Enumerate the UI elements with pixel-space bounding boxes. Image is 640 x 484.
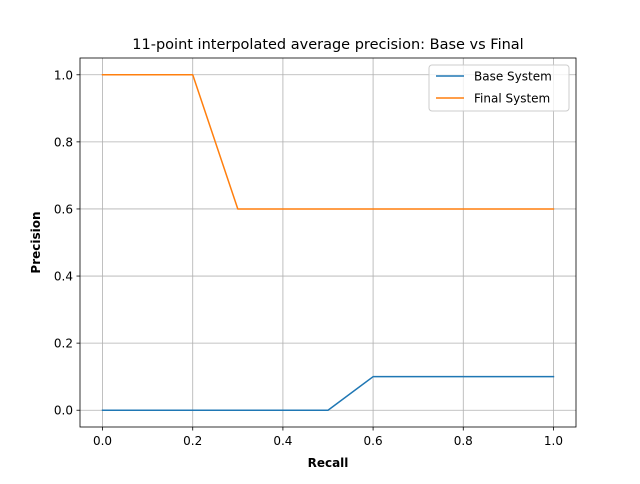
y-tick-label: 1.0: [54, 68, 73, 82]
x-tick-label: 0.2: [183, 434, 202, 448]
x-tick-label: 0.4: [273, 434, 292, 448]
series-lines: [101, 74, 555, 411]
y-tick-label: 0.2: [54, 337, 73, 351]
axis-ticks: 0.0 0.2 0.4 0.6 0.8 1.0 0.0 0.2 0.4 0.6 0.8 1.0: [54, 68, 563, 448]
legend: Base System Final System: [428, 64, 570, 112]
y-tick-label: 0.0: [54, 404, 73, 418]
y-axis-label: Precision: [29, 211, 43, 273]
series-line-base-system: [101, 375, 555, 411]
y-tick-label: 0.8: [54, 135, 73, 149]
x-tick-label: 0.0: [93, 434, 112, 448]
series-line-final-system: [101, 74, 555, 210]
y-tick-label: 0.6: [54, 202, 73, 216]
y-tick-label: 0.4: [54, 270, 73, 284]
x-tick-label: 1.0: [544, 434, 563, 448]
x-axis-label: Recall: [308, 456, 349, 470]
x-tick-label: 0.6: [364, 434, 383, 448]
plot-frame: [79, 57, 577, 428]
x-tick-label: 0.8: [454, 434, 473, 448]
legend-label-base-system: Base System: [474, 70, 552, 84]
chart-title: 11-point interpolated average precision:…: [132, 37, 523, 53]
legend-label-final-system: Final System: [474, 92, 550, 106]
